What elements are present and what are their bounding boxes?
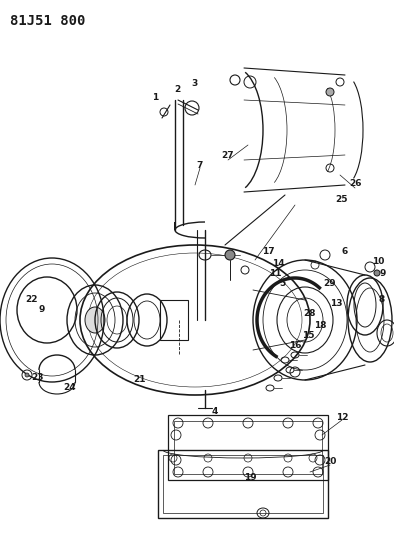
Text: 14: 14 — [272, 259, 284, 268]
Text: 15: 15 — [302, 330, 314, 340]
Text: 12: 12 — [336, 414, 348, 423]
Ellipse shape — [25, 373, 29, 377]
Text: 13: 13 — [330, 298, 342, 308]
Text: 9: 9 — [380, 270, 386, 279]
Text: 3: 3 — [192, 78, 198, 87]
Ellipse shape — [85, 307, 105, 333]
Bar — [174, 421, 322, 474]
Text: 27: 27 — [222, 150, 234, 159]
Text: 4: 4 — [212, 408, 218, 416]
Ellipse shape — [326, 88, 334, 96]
Text: 23: 23 — [32, 374, 44, 383]
Text: 21: 21 — [134, 376, 146, 384]
Bar — [168, 415, 328, 480]
Bar — [158, 450, 328, 518]
Text: 10: 10 — [372, 257, 384, 266]
Text: 8: 8 — [379, 295, 385, 304]
Ellipse shape — [225, 250, 235, 260]
Text: 24: 24 — [64, 384, 76, 392]
Bar — [163, 455, 323, 513]
Text: 6: 6 — [342, 247, 348, 256]
Text: 25: 25 — [336, 196, 348, 205]
Text: 81J51 800: 81J51 800 — [10, 14, 85, 28]
Text: 2: 2 — [174, 85, 180, 94]
Text: 29: 29 — [324, 279, 336, 287]
Text: 5: 5 — [279, 279, 285, 288]
Text: 16: 16 — [289, 341, 301, 350]
Text: 28: 28 — [304, 309, 316, 318]
Text: 19: 19 — [243, 472, 256, 481]
Text: 7: 7 — [197, 160, 203, 169]
Text: 1: 1 — [152, 93, 158, 101]
Text: 17: 17 — [262, 247, 274, 256]
Text: 22: 22 — [26, 295, 38, 304]
Text: 11: 11 — [269, 269, 281, 278]
Bar — [160, 300, 188, 340]
Text: 18: 18 — [314, 320, 326, 329]
Text: 9: 9 — [39, 305, 45, 314]
Text: 26: 26 — [350, 179, 362, 188]
Ellipse shape — [374, 270, 380, 276]
Text: 20: 20 — [324, 457, 336, 466]
